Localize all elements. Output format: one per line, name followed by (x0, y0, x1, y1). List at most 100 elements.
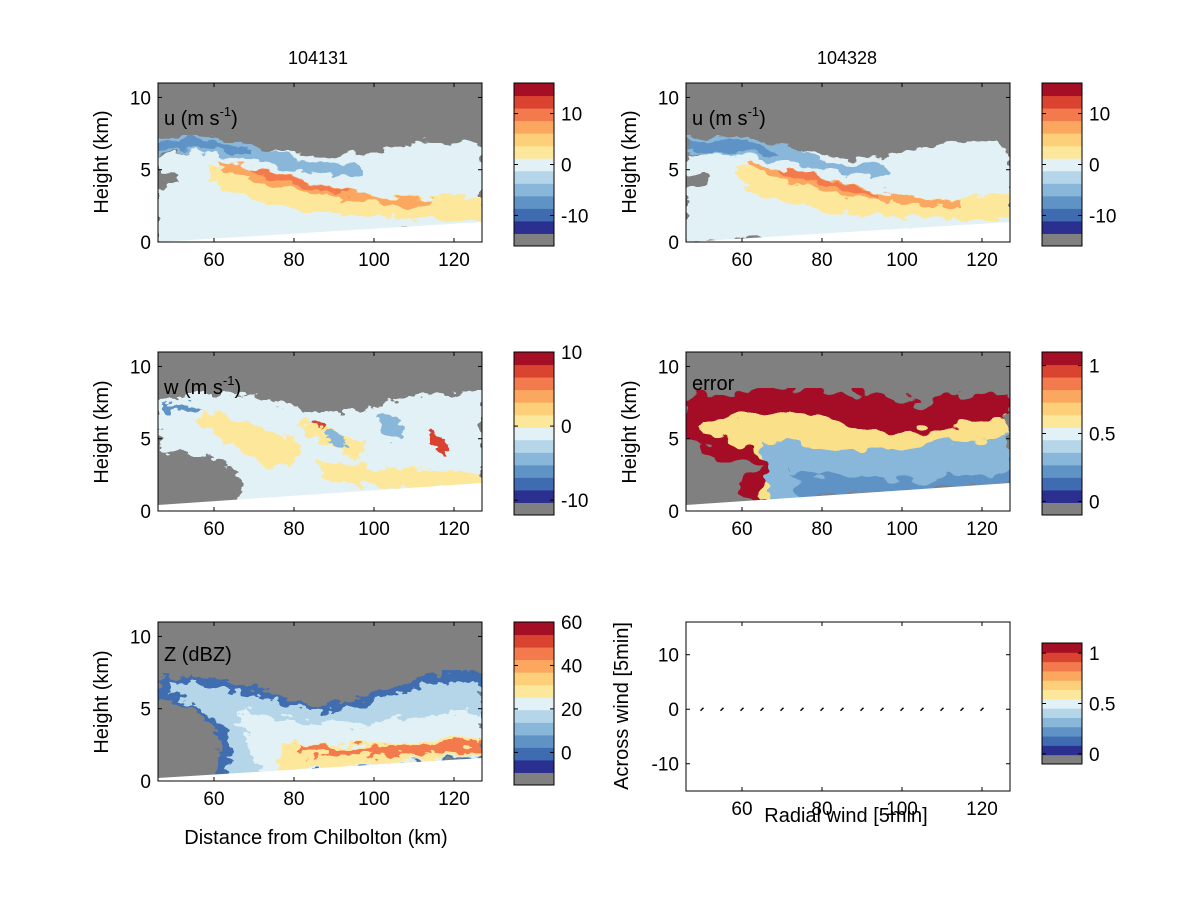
colorbar-swatch (514, 647, 554, 661)
x-tick-label: 60 (203, 789, 224, 810)
colorbar-tick-label: 20 (561, 700, 582, 721)
y-tick-label: 0 (668, 700, 679, 721)
colorbar-swatch (514, 220, 554, 234)
frame (685, 351, 1011, 512)
y-tick-label: 0 (140, 772, 151, 793)
colorbar-swatch (1042, 661, 1082, 672)
panel-w: w (m s-1) Height (km) 60 80 100 120 0 5 10 (91, 351, 483, 540)
frame (685, 621, 1011, 792)
colorbar-swatch (1042, 220, 1082, 234)
colorbar-swatch (1042, 352, 1082, 366)
wind-arrow (880, 707, 884, 712)
y-tick-label: 5 (140, 430, 151, 451)
colorbar-swatch (1042, 145, 1082, 159)
colorbar-tick-label: 0.5 (1089, 695, 1115, 716)
y-axis-label: Height (km) (91, 380, 113, 483)
colorbar-swatch (514, 759, 554, 773)
colorbar-swatch (1042, 83, 1082, 97)
colorbar-swatch (514, 722, 554, 736)
column-title-left: 104131 (288, 48, 348, 68)
colorbar-swatch (514, 477, 554, 491)
colorbar-tick-label: -10 (561, 491, 588, 512)
colorbar-u-left: 10 0 -10 (513, 82, 588, 247)
field-error-lowest (790, 470, 1010, 500)
panel-wind: Across wind [5min] Radial wind [5min] 60… (611, 621, 1011, 827)
column-title-right: 104328 (817, 48, 877, 68)
colorbar-swatch (1042, 652, 1082, 663)
panel-label: error (692, 373, 735, 395)
colorbar-tick-label: 0.5 (1089, 425, 1115, 446)
x-tick-label: 60 (731, 799, 752, 820)
colorbar-swatch (514, 158, 554, 172)
x-tick-label: 60 (731, 519, 752, 540)
colorbar-swatch (1042, 726, 1082, 737)
colorbar-swatch (514, 170, 554, 184)
colorbar-swatch (1042, 158, 1082, 172)
y-tick-label: 0 (668, 233, 679, 254)
colorbar-swatch (1042, 208, 1082, 222)
colorbar-swatch (514, 133, 554, 147)
colorbar-tick-label: 0 (561, 156, 572, 177)
x-tick-label: 80 (283, 250, 304, 271)
x-tick-label: 60 (203, 250, 224, 271)
colorbar-swatch (1042, 698, 1082, 709)
panel-u-right: u (m s-1) Height (km) 60 80 100 120 0 5 10 (619, 82, 1011, 271)
wind-arrow (760, 707, 764, 712)
colorbar-tick-label: 0 (1089, 745, 1100, 766)
wind-arrow (980, 707, 984, 712)
colorbar-swatch (1042, 689, 1082, 700)
panel-label: u (m s-1) (164, 104, 238, 130)
colorbar-swatch (514, 502, 554, 516)
x-tick-label: 120 (966, 519, 998, 540)
y-tick-label: 10 (658, 646, 679, 667)
colorbar-swatch (514, 208, 554, 222)
colorbar-swatch (1042, 133, 1082, 147)
colorbar-swatch (514, 402, 554, 416)
x-axis-label: Distance from Chilbolton (km) (184, 827, 447, 849)
colorbar-swatch (1042, 754, 1082, 765)
colorbar-swatch (1042, 708, 1082, 718)
colorbar-z: 60 40 20 0 (513, 613, 582, 786)
colorbar-swatch (1042, 233, 1082, 247)
colorbar-swatch (514, 684, 554, 698)
colorbar-swatch (514, 195, 554, 209)
y-axis-label: Height (km) (619, 380, 641, 483)
x-tick-label: 120 (438, 789, 470, 810)
field-warm-mid (748, 162, 958, 206)
field-cool-3 (165, 402, 200, 413)
x-tick-label: 80 (811, 250, 832, 271)
x-axis-label: Radial wind [5min] (764, 805, 927, 827)
colorbar-tick-label: 10 (561, 343, 582, 364)
y-axis-label: Height (km) (619, 110, 641, 213)
colorbar-tick-label: 0 (561, 417, 572, 438)
wind-arrow (900, 707, 904, 712)
x-tick-label: 100 (358, 519, 390, 540)
y-tick-label: 5 (668, 161, 679, 182)
wind-arrow (960, 707, 964, 712)
frame (157, 621, 483, 782)
colorbar-swatch (1042, 377, 1082, 391)
x-tick-label: 120 (966, 799, 998, 820)
colorbar-tick-label: 60 (561, 613, 582, 634)
y-axis-label: Across wind [5min] (611, 622, 633, 790)
colorbar-swatch (514, 233, 554, 247)
colorbar-swatch (514, 439, 554, 453)
field-warm-core (778, 168, 878, 196)
x-tick-label: 60 (203, 519, 224, 540)
plot-area (686, 622, 1010, 791)
colorbar-swatch (514, 389, 554, 403)
colorbar-swatch (514, 697, 554, 711)
wind-arrow (720, 707, 724, 712)
colorbar-swatch (1042, 477, 1082, 491)
x-tick-label: 120 (438, 250, 470, 271)
colorbar-swatch (1042, 680, 1082, 691)
colorbar-tick-label: 0 (1089, 156, 1100, 177)
below-scan (158, 758, 482, 781)
wind-arrow (800, 707, 804, 712)
colorbar-swatch (514, 634, 554, 648)
colorbar-swatch (1042, 195, 1082, 209)
y-tick-label: 0 (140, 502, 151, 523)
colorbar-swatch (1042, 717, 1082, 728)
colorbar-swatch (514, 120, 554, 134)
